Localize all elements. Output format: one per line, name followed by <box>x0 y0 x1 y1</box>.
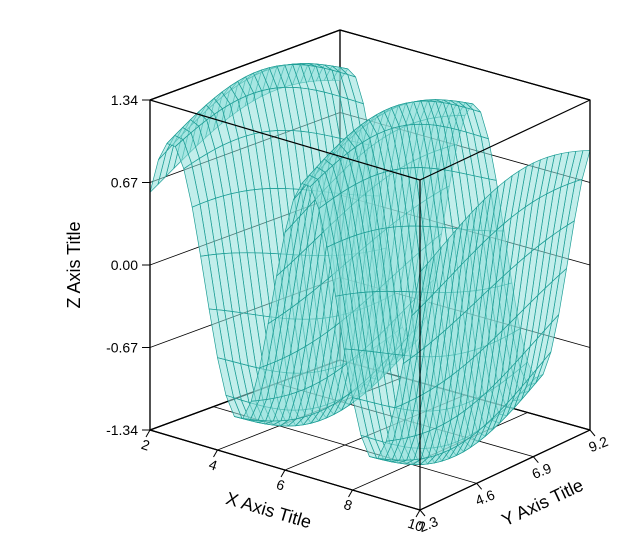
surface <box>150 64 590 465</box>
z-tick-label: 1.34 <box>111 92 138 108</box>
z-tick-label: 0.67 <box>111 175 138 191</box>
3d-surface-chart: -1.34-0.670.000.671.342468102.34.66.99.2… <box>0 0 631 539</box>
z-tick-label: -1.34 <box>106 422 138 438</box>
z-tick-label: -0.67 <box>106 340 138 356</box>
x-tick-label: 8 <box>342 496 355 514</box>
x-tick-label: 4 <box>207 456 220 474</box>
z-tick-label: 0.00 <box>111 257 138 273</box>
z-axis-title-text: Z Axis Title <box>64 221 84 308</box>
y-tick-label: 6.9 <box>530 460 554 482</box>
x-tick-label: 6 <box>274 476 287 494</box>
y-tick-label: 2.3 <box>416 513 440 535</box>
y-tick-label: 4.6 <box>473 486 497 508</box>
x-tick-label: 2 <box>139 436 152 454</box>
y-tick-label: 9.2 <box>586 433 610 455</box>
x-axis-title-text: X Axis Title <box>224 488 314 532</box>
y-axis-title-text: Y Axis Title <box>499 475 587 530</box>
chart-svg: -1.34-0.670.000.671.342468102.34.66.99.2… <box>0 0 631 539</box>
